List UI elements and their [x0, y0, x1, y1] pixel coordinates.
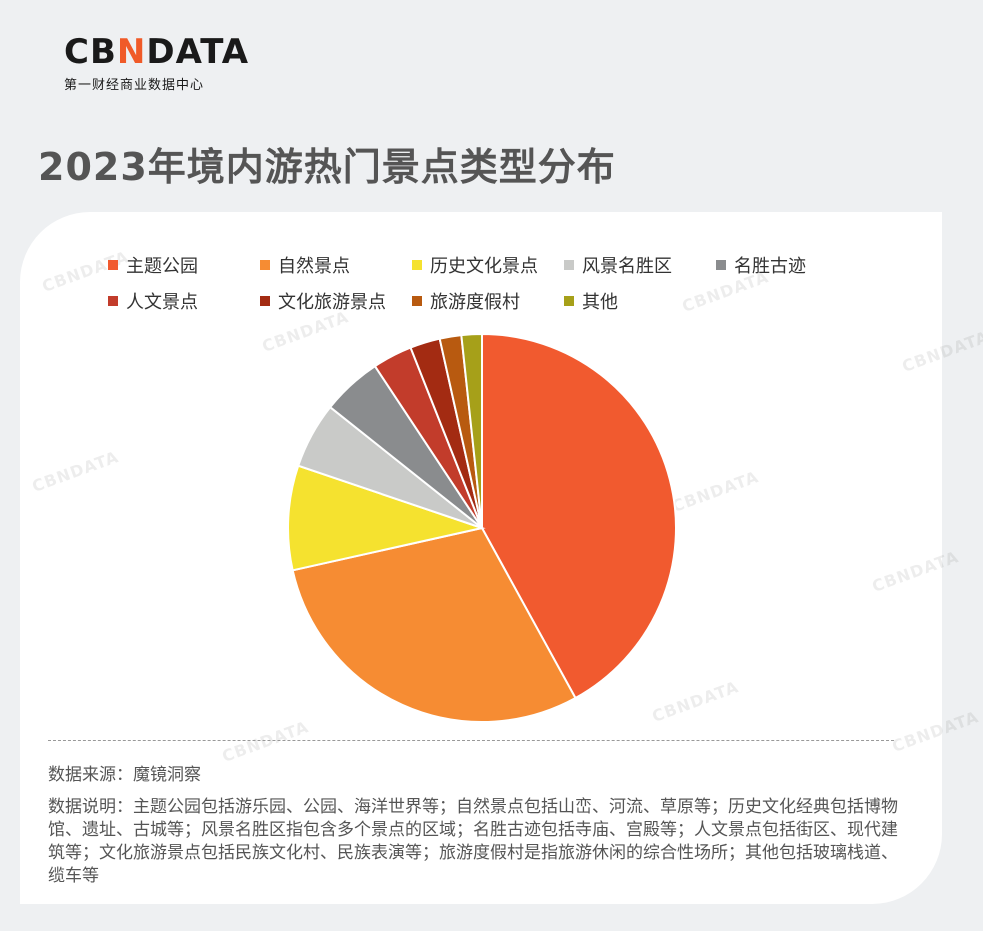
- legend-label: 自然景点: [278, 256, 350, 277]
- legend-swatch: [564, 296, 574, 306]
- legend-swatch: [260, 260, 270, 270]
- pie-slice: [291, 526, 577, 723]
- pie-slice: [287, 464, 486, 572]
- legend-item: 人文景点: [108, 288, 198, 314]
- legend-swatch: [260, 296, 270, 306]
- legend-label: 文化旅游景点: [278, 292, 386, 313]
- pie-chart: [287, 332, 677, 723]
- chart-card: CBNDATA CBNDATA CBNDATA CBNDATA CBNDATA …: [20, 212, 983, 904]
- legend-label: 风景名胜区: [582, 256, 672, 277]
- legend-swatch: [716, 260, 726, 270]
- legend-swatch: [108, 260, 118, 270]
- legend-swatch: [564, 260, 574, 270]
- legend-item: 名胜古迹: [716, 252, 806, 278]
- legend-label: 旅游度假村: [430, 292, 520, 313]
- legend-label: 人文景点: [126, 292, 198, 313]
- data-source: 数据来源：魔镜洞察: [48, 765, 201, 785]
- legend-item: 旅游度假村: [412, 288, 520, 314]
- page-title: 2023年境内游热门景点类型分布: [38, 145, 616, 189]
- divider: [48, 740, 894, 741]
- legend-item: 风景名胜区: [564, 252, 672, 278]
- legend-label: 历史文化景点: [430, 256, 538, 277]
- legend-label: 其他: [582, 292, 618, 313]
- legend-swatch: [412, 260, 422, 270]
- legend-swatch: [108, 296, 118, 306]
- legend-label: 名胜古迹: [734, 256, 806, 277]
- pie-slice: [481, 332, 677, 700]
- brand-logo: CBNDATA 第一财经商业数据中心: [64, 34, 249, 93]
- legend-item: 其他: [564, 288, 618, 314]
- pie-slice: [460, 332, 483, 529]
- data-note: 数据说明：主题公园包括游乐园、公园、海洋世界等；自然景点包括山峦、河流、草原等；…: [48, 797, 898, 886]
- legend-item: 文化旅游景点: [260, 288, 386, 314]
- legend-swatch: [412, 296, 422, 306]
- legend-item: 自然景点: [260, 252, 350, 278]
- legend-item: 主题公园: [108, 252, 198, 278]
- legend-label: 主题公园: [126, 256, 198, 277]
- legend-item: 历史文化景点: [412, 252, 538, 278]
- logo-wordmark: CBNDATA: [64, 32, 250, 72]
- logo-subtitle: 第一财经商业数据中心: [64, 78, 205, 93]
